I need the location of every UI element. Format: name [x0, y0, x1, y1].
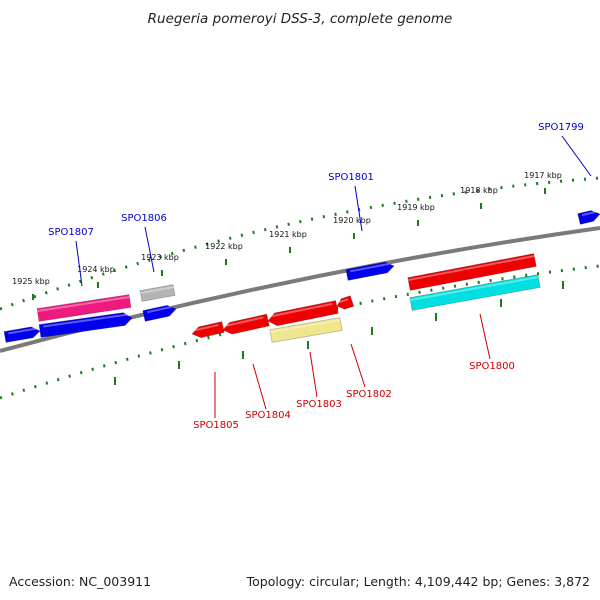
scale-label: 1919 kbp [397, 203, 435, 212]
gene-features [3, 210, 600, 343]
gene-highlight [350, 262, 390, 273]
scale-label: 1924 kbp [77, 265, 115, 274]
gene-arrow-blue [345, 261, 395, 281]
gene-arrow-red [407, 253, 537, 291]
scale-label: 1920 kbp [333, 216, 371, 225]
gene-arrow-red [222, 313, 270, 335]
gene-arrow-red [191, 321, 225, 339]
upper-guide-dots [0, 176, 600, 311]
gene-highlight [338, 298, 349, 304]
leader-line [144, 226, 155, 273]
gene-label-spo1800: SPO1800 [469, 361, 515, 372]
gene-highlight [43, 313, 128, 328]
gene-arrow-pink [36, 294, 132, 322]
gene-labels: SPO1807 SPO1806 SPO1801 SPO1799 SPO1805 SPO18… [48, 122, 584, 431]
leader-line [309, 351, 318, 398]
gene-highlight [408, 255, 535, 282]
gene-highlight [410, 276, 539, 302]
gene-highlight [37, 296, 130, 313]
gene-highlight [140, 286, 174, 295]
scale-label: 1923 kbp [141, 253, 179, 262]
leader-line [354, 185, 363, 232]
label-leader-lines [75, 135, 592, 418]
gene-arrow-blue [577, 210, 600, 225]
leader-line [75, 240, 83, 287]
gene-highlight [270, 319, 341, 334]
accession-text: Accession: NC_003911 [9, 574, 152, 589]
scale-label: 1917 kbp [524, 171, 562, 180]
topology-text: Topology: circular; Length: 4,109,442 bp… [246, 574, 590, 589]
gene-highlight [270, 302, 333, 318]
leader-line [252, 363, 267, 410]
leader-line [561, 135, 592, 177]
gene-arrow-red [336, 295, 355, 310]
gene-label-spo1802: SPO1802 [346, 389, 392, 400]
gene-highlight [581, 211, 596, 217]
gene-label-spo1806: SPO1806 [121, 213, 167, 224]
gene-arrow-cyan [409, 274, 541, 311]
scale-label: 1918 kbp [460, 186, 498, 195]
leader-line [350, 343, 366, 388]
gene-label-spo1807: SPO1807 [48, 227, 94, 238]
gene-arrow-red [267, 300, 339, 327]
gene-arrow-blue [142, 304, 177, 322]
scale-label: 1922 kbp [205, 242, 243, 251]
gene-highlight [195, 323, 219, 332]
gene-label-spo1801: SPO1801 [328, 172, 374, 183]
gene-arrow-yellow [269, 317, 343, 343]
gene-label-spo1804: SPO1804 [245, 410, 291, 421]
gene-highlight [8, 327, 36, 335]
scale-label: 1925 kbp [12, 277, 50, 286]
scale-label: 1921 kbp [269, 230, 307, 239]
gene-label-spo1803: SPO1803 [296, 399, 342, 410]
gene-label-spo1799: SPO1799 [538, 122, 584, 133]
gene-arrow-blue [3, 326, 41, 343]
gene-highlight [147, 305, 172, 314]
map-title: Ruegeria pomeroyi DSS-3, complete genome [148, 11, 453, 27]
scale-ticks: 1925 kbp 1924 kbp 1923 kbp 1922 kbp 1921 kbp… [12, 171, 564, 385]
leader-line [479, 313, 491, 360]
gene-label-spo1805: SPO1805 [193, 420, 239, 431]
gene-arrow-blue [38, 312, 133, 338]
gene-arrow-grey [139, 284, 176, 302]
gene-highlight [225, 316, 264, 327]
